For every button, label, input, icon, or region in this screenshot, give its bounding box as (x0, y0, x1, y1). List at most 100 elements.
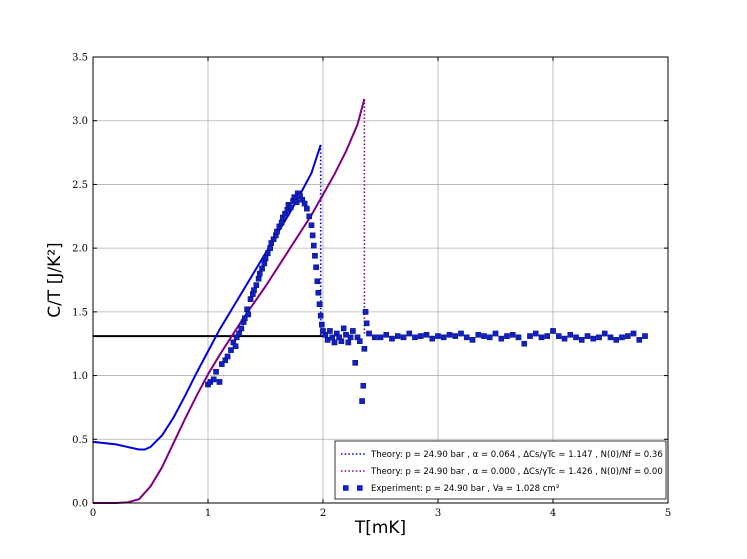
x-tick-label: 3 (435, 508, 441, 519)
experiment-point (238, 325, 245, 332)
experiment-point (486, 334, 493, 341)
legend-entry-label: Theory: p = 24.90 bar , α = 0.064 , ΔCs/… (370, 450, 663, 460)
experiment-point (236, 330, 242, 337)
experiment-point (331, 339, 338, 346)
experiment-point (274, 228, 280, 235)
x-tick-label: 1 (205, 508, 211, 519)
experiment-point (213, 368, 219, 375)
experiment-point (406, 330, 413, 337)
experiment-point (350, 328, 356, 334)
experiment-point (515, 334, 522, 341)
experiment-point (555, 333, 562, 339)
x-tick-label: 4 (550, 508, 556, 519)
legend-marker-swatch (343, 485, 349, 491)
experiment-point (636, 337, 643, 343)
theory-curve-2 (93, 98, 366, 504)
experiment-point (630, 330, 637, 337)
y-tick-label: 3.5 (72, 53, 88, 64)
experiment-point (308, 222, 315, 229)
experiment-point (218, 361, 225, 367)
experiment-point (469, 337, 476, 343)
experiment-point (278, 219, 285, 226)
experiment-point (244, 306, 250, 313)
experiment-point (319, 321, 325, 328)
experiment-point (475, 331, 482, 338)
experiment-point (492, 330, 499, 337)
experiment-point (288, 204, 294, 211)
experiment-point (417, 333, 424, 339)
legend-entry-label: Theory: p = 24.90 bar , α = 0.000 , ΔCs/… (370, 467, 663, 477)
legend-entry-label: Experiment: p = 24.90 bar , Va = 1.028 c… (371, 484, 559, 494)
experiment-point (216, 379, 223, 385)
experiment-point (256, 270, 263, 277)
experiment-point (578, 337, 585, 343)
experiment-point (293, 199, 300, 206)
experiment-point (251, 287, 257, 293)
experiment-point (573, 334, 579, 341)
x-axis-label: T[mK] (354, 518, 406, 538)
experiment-point (357, 338, 363, 344)
experiment-point (363, 320, 370, 327)
experiment-point (521, 340, 528, 347)
legend: Theory: p = 24.90 bar , α = 0.064 , ΔCs/… (334, 440, 667, 500)
experiment-point (550, 328, 556, 334)
experiment-point (316, 301, 323, 308)
experiment-point (371, 334, 378, 341)
experiment-point (327, 328, 333, 334)
experiment-point (232, 343, 239, 350)
y-tick-label: 2.5 (72, 180, 88, 191)
experiment-point (509, 331, 516, 338)
experiment-point (267, 245, 273, 251)
experiment-point (224, 353, 231, 360)
experiment-point (352, 360, 359, 366)
legend-box (334, 440, 667, 500)
x-tick-label: 5 (665, 508, 671, 519)
x-tick-label: 2 (320, 508, 326, 519)
experiment-point (301, 200, 308, 207)
experiment-point (463, 334, 470, 341)
experiment-point (304, 205, 310, 212)
experiment-point (265, 250, 271, 257)
experiment-point (383, 331, 390, 338)
experiment-point (262, 255, 269, 262)
plot-frame (92, 56, 669, 504)
experiment-point (400, 334, 407, 341)
y-tick-label: 0.0 (72, 499, 88, 510)
experiment-point (498, 335, 505, 342)
experiment-point (642, 333, 648, 339)
experiment-point (446, 331, 453, 338)
experiment-point (481, 333, 487, 339)
experiment-point (596, 334, 602, 341)
experiment-point (228, 347, 234, 353)
experiment-point (347, 334, 354, 341)
experiment-point (532, 330, 539, 337)
experiment-point (504, 333, 510, 339)
y-axis-label: C/T [J/K²] (45, 242, 65, 317)
experiment-point (429, 335, 436, 342)
experiment-point (345, 339, 352, 346)
experiment-point (306, 213, 313, 220)
experiment-point (389, 335, 395, 342)
y-tick-label: 2.0 (72, 244, 88, 255)
y-tick-label: 1.5 (72, 307, 88, 318)
experiment-point (247, 296, 254, 302)
experiment-point (538, 334, 545, 341)
experiment-point (315, 289, 322, 296)
experiment-point (253, 282, 260, 288)
experiment-point (584, 333, 591, 339)
scatter-points (205, 190, 648, 404)
experiment-point (458, 330, 464, 337)
experiment-point (412, 334, 418, 341)
experiment-point (607, 334, 614, 341)
experiment-point (561, 335, 568, 342)
experiment-point (619, 334, 625, 341)
experiment-point (313, 264, 319, 271)
experiment-point (317, 312, 324, 319)
experiment-point (394, 333, 401, 339)
experiment-point (567, 331, 574, 338)
experiment-point (435, 333, 441, 339)
experiment-point (255, 275, 262, 282)
experiment-point (311, 242, 317, 249)
experiment-point (590, 335, 597, 342)
